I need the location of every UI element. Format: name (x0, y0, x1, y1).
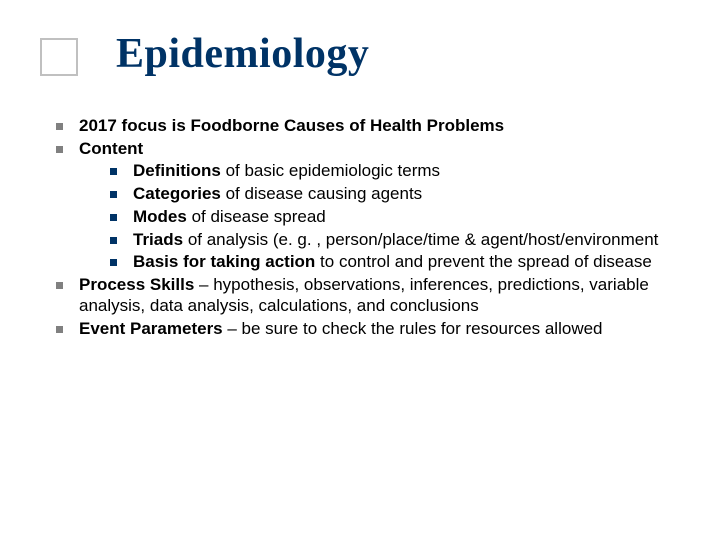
bold-text: Modes (133, 207, 187, 226)
list-item-sub: Categories of disease causing agents (56, 184, 680, 205)
item-text: Basis for taking action to control and p… (133, 252, 680, 273)
bullet-icon (110, 237, 117, 244)
plain-text: of disease spread (187, 207, 326, 226)
list-item-sub: Triads of analysis (e. g. , person/place… (56, 230, 680, 251)
bold-text: Triads (133, 230, 183, 249)
list-item-sub: Definitions of basic epidemiologic terms (56, 161, 680, 182)
list-item-sub: Basis for taking action to control and p… (56, 252, 680, 273)
item-text: Content (79, 139, 680, 160)
list-item: Event Parameters – be sure to check the … (56, 319, 680, 340)
bullet-icon (56, 282, 63, 289)
title-square-icon (40, 38, 78, 76)
list-item: Process Skills – hypothesis, observation… (56, 275, 680, 316)
slide-title: Epidemiology (116, 30, 369, 78)
bold-text: Process Skills (79, 275, 194, 294)
bullet-icon (110, 214, 117, 221)
list-item-sub: Modes of disease spread (56, 207, 680, 228)
list-item: Content (56, 139, 680, 160)
bullet-icon (110, 191, 117, 198)
item-text: Event Parameters – be sure to check the … (79, 319, 680, 340)
bullet-icon (56, 123, 63, 130)
bullet-icon (110, 168, 117, 175)
bold-text: 2017 focus is Foodborne Causes of Health… (79, 116, 504, 135)
slide: Epidemiology 2017 focus is Foodborne Cau… (0, 0, 720, 540)
bullet-icon (110, 259, 117, 266)
bold-text: Event Parameters (79, 319, 223, 338)
bold-text: Basis for taking action (133, 252, 315, 271)
item-text: Modes of disease spread (133, 207, 680, 228)
item-text: Process Skills – hypothesis, observation… (79, 275, 680, 316)
plain-text: of disease causing agents (221, 184, 422, 203)
bold-text: Categories (133, 184, 221, 203)
title-block: Epidemiology (40, 30, 369, 78)
bold-text: Content (79, 139, 143, 158)
bold-text: Definitions (133, 161, 221, 180)
item-text: 2017 focus is Foodborne Causes of Health… (79, 116, 680, 137)
item-text: Triads of analysis (e. g. , person/place… (133, 230, 680, 251)
content-body: 2017 focus is Foodborne Causes of Health… (56, 116, 680, 341)
plain-text: of analysis (e. g. , person/place/time &… (183, 230, 658, 249)
bullet-icon (56, 146, 63, 153)
plain-text: of basic epidemiologic terms (221, 161, 440, 180)
item-text: Definitions of basic epidemiologic terms (133, 161, 680, 182)
bullet-icon (56, 326, 63, 333)
plain-text: – be sure to check the rules for resourc… (223, 319, 603, 338)
item-text: Categories of disease causing agents (133, 184, 680, 205)
list-item: 2017 focus is Foodborne Causes of Health… (56, 116, 680, 137)
plain-text: to control and prevent the spread of dis… (315, 252, 651, 271)
